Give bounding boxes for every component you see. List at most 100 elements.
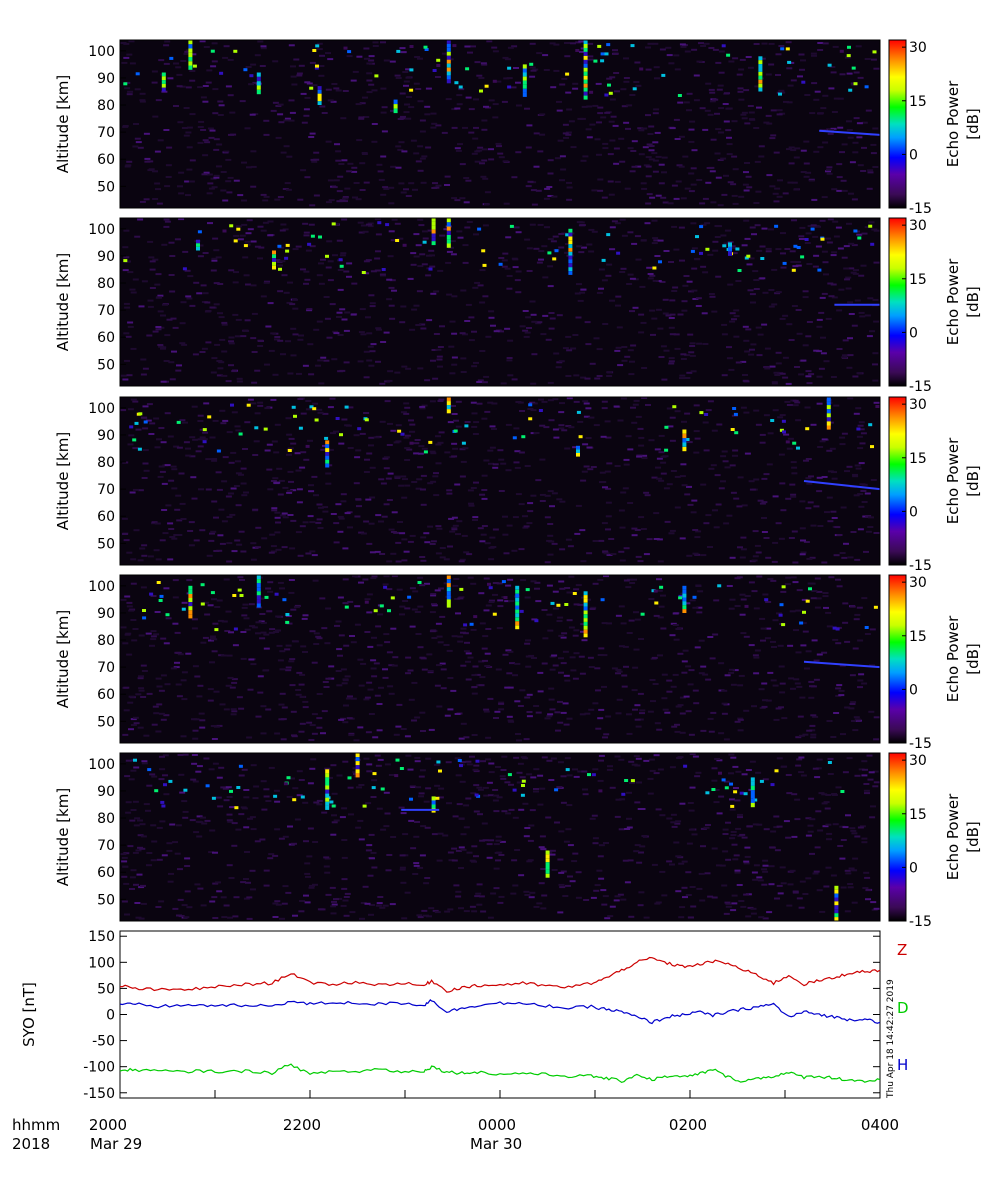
heatmap-cell [280, 353, 286, 356]
heatmap-cell [820, 352, 827, 355]
colorbar-tick-label: 15 [909, 629, 927, 645]
heatmap-cell [447, 908, 454, 911]
heatmap-cell [429, 400, 436, 403]
echo-streak-segment [758, 56, 763, 61]
echo-mark [870, 445, 874, 449]
heatmap-cell [690, 370, 697, 373]
heatmap-cell [738, 68, 745, 71]
echo-streak-segment [188, 65, 193, 70]
heatmap-cell [179, 419, 186, 422]
heatmap-cell [827, 282, 834, 285]
heatmap-cell [228, 364, 234, 367]
heatmap-cell [729, 312, 736, 315]
heatmap-cell [809, 685, 815, 688]
heatmap-cell [383, 791, 390, 794]
echo-streak-segment [446, 51, 451, 56]
heatmap-cell [419, 130, 426, 133]
heatmap-cell [736, 884, 743, 886]
heatmap-cell [730, 756, 737, 759]
heatmap-cell [718, 662, 725, 665]
heatmap-cell [223, 799, 230, 802]
heatmap-cell [679, 906, 686, 909]
heatmap-cell [638, 313, 645, 316]
heatmap-cell [554, 711, 561, 714]
heatmap-cell [307, 827, 314, 830]
heatmap-cell [211, 259, 218, 262]
heatmap-cell [761, 883, 768, 886]
heatmap-cell [304, 176, 311, 179]
heatmap-cell [350, 697, 357, 700]
heatmap-cell [539, 787, 546, 790]
echo-mark [653, 589, 658, 593]
echo-streak-segment [682, 593, 687, 598]
echo-streak-segment [188, 614, 193, 619]
heatmap-cell [600, 435, 607, 438]
heatmap-cell [582, 155, 589, 158]
heatmap-cell [609, 786, 616, 789]
heatmap-cell [173, 666, 180, 669]
heatmap-cell [240, 657, 247, 660]
heatmap-cell [771, 560, 778, 563]
heatmap-cell [844, 706, 851, 709]
heatmap-cell [803, 459, 809, 462]
heatmap-cell [671, 725, 678, 728]
heatmap-cell [205, 341, 212, 344]
heatmap-cell [302, 651, 308, 653]
heatmap-cell [655, 808, 662, 811]
heatmap-cell [211, 598, 217, 601]
echo-mark [219, 71, 224, 75]
heatmap-cell [772, 495, 779, 498]
heatmap-cell [498, 702, 505, 705]
heatmap-cell [607, 180, 614, 183]
heatmap-cell [261, 537, 268, 540]
heatmap-cell [585, 437, 592, 439]
heatmap-cell [327, 406, 334, 409]
heatmap-cell [147, 169, 154, 172]
heatmap-cell [798, 373, 805, 376]
heatmap-cell [134, 235, 141, 238]
heatmap-cell [415, 160, 422, 163]
heatmap-cell [439, 662, 446, 665]
echo-mark [678, 596, 683, 600]
heatmap-cell [753, 478, 760, 481]
heatmap-cell [297, 398, 304, 400]
heatmap-cell [761, 501, 768, 504]
heatmap-cell [137, 834, 144, 837]
echo-streak-segment [568, 236, 573, 241]
heatmap-cell [265, 587, 272, 590]
heatmap-cell [638, 516, 645, 519]
heatmap-cell [603, 733, 610, 736]
heatmap-cell [839, 436, 846, 439]
heatmap-cell [721, 333, 728, 336]
heatmap-cell [733, 497, 740, 500]
heatmap-cell [455, 425, 462, 428]
echo-streak-segment [522, 68, 527, 73]
heatmap-cell [614, 755, 621, 758]
heatmap-cell [304, 96, 311, 99]
heatmap-cell [492, 593, 498, 596]
echo-streak-segment [188, 602, 193, 607]
heatmap-cell [729, 798, 735, 801]
heatmap-cell [633, 648, 640, 651]
heatmap-cell [651, 242, 658, 245]
y-tick-label: 60 [97, 152, 115, 168]
heatmap-cell [249, 625, 256, 628]
heatmap-cell [263, 884, 270, 887]
heatmap-cell [551, 869, 558, 871]
heatmap-cell [123, 709, 130, 712]
heatmap-cell [656, 538, 663, 541]
echo-mark [423, 450, 428, 454]
heatmap-cell [808, 373, 815, 376]
heatmap-cell [481, 417, 488, 420]
heatmap-cell [585, 343, 592, 346]
heatmap-cell [141, 762, 148, 765]
echo-mark [534, 619, 539, 623]
heatmap-cell [498, 156, 505, 159]
heatmap-cell [631, 140, 638, 143]
heatmap-cell [258, 340, 264, 342]
heatmap-cell [318, 282, 325, 285]
heatmap-cell [612, 124, 619, 127]
heatmap-cell [228, 340, 234, 343]
heatmap-cell [826, 625, 833, 628]
